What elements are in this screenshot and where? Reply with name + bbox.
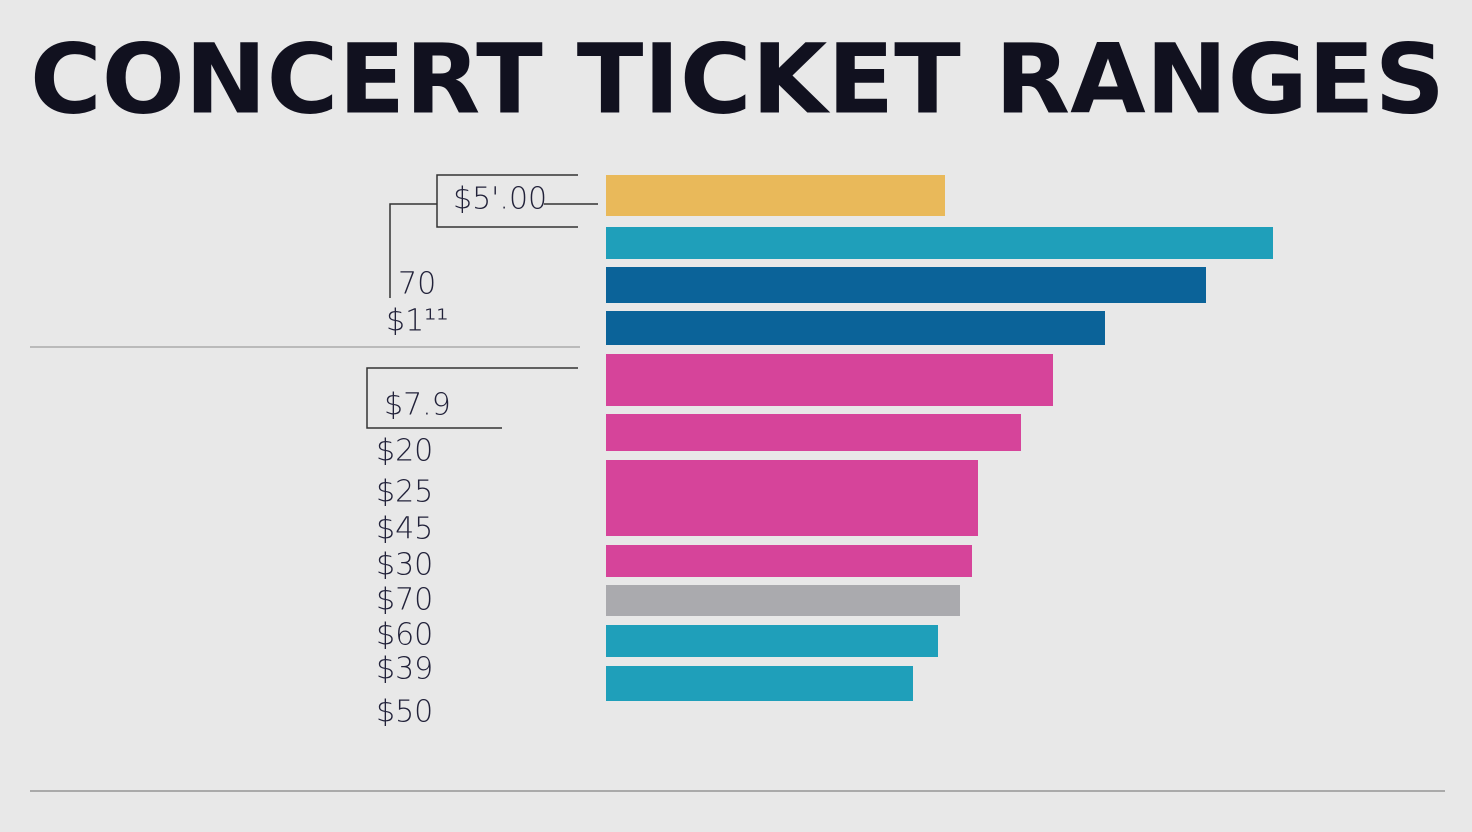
bar — [606, 175, 945, 216]
bar-label: $60 — [376, 618, 433, 653]
bar — [606, 585, 960, 616]
bar — [606, 460, 978, 536]
bar — [606, 227, 1273, 259]
bar — [606, 666, 913, 701]
connector — [389, 203, 437, 298]
bar-label: $7.9 — [384, 388, 451, 423]
label-box — [436, 174, 578, 228]
chart-title: CONCERT TICKET RANGES — [30, 23, 1445, 135]
bar-label: $39 — [376, 652, 433, 687]
bar-label: $70 — [376, 583, 433, 618]
bar-label: $30 — [376, 548, 433, 583]
bar-label: $20 — [376, 434, 433, 469]
bar-label: 70 — [398, 267, 436, 302]
bar — [606, 311, 1105, 345]
bar-label: $1¹¹ — [386, 304, 448, 339]
bar-label: $50 — [376, 695, 433, 730]
bar — [606, 625, 938, 657]
bar — [606, 267, 1206, 303]
bar — [606, 414, 1021, 451]
bar — [606, 545, 972, 577]
bar-label: $5'.00 — [453, 182, 547, 217]
label-box — [366, 367, 578, 429]
bar-label: $25 — [376, 475, 433, 510]
bar — [606, 354, 1053, 406]
bar-label: $45 — [376, 512, 433, 547]
